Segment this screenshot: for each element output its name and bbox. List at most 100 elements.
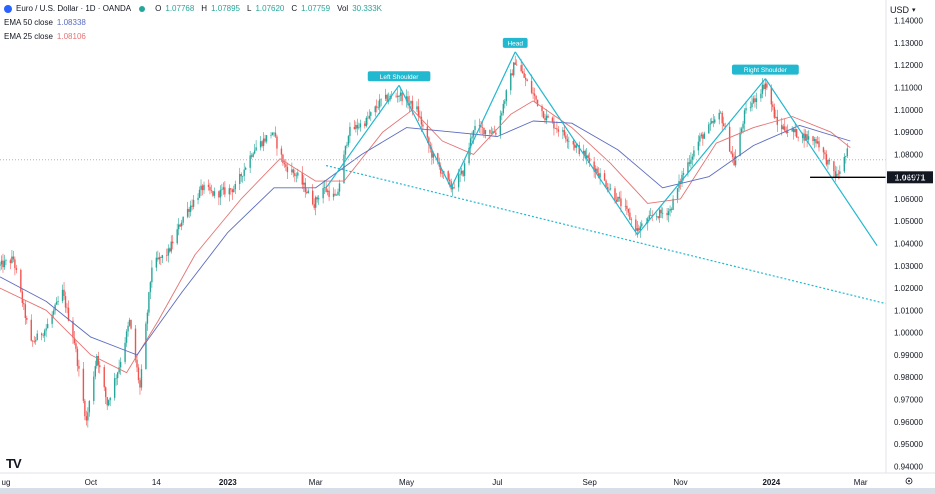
candle-body [221, 189, 223, 191]
ema25-line [0, 100, 851, 374]
candle-body [36, 333, 38, 341]
candle-body [280, 148, 283, 155]
candle-body [837, 173, 840, 175]
legend-symbol-row: Euro / U.S. Dollar · 1D · OANDA O 1.07768… [4, 2, 385, 16]
symbol-title[interactable]: Euro / U.S. Dollar · 1D · OANDA [16, 4, 132, 13]
candle-body [347, 135, 350, 145]
candle-body [399, 92, 402, 96]
y-tick-label: 0.96000 [894, 418, 923, 427]
candle-body [618, 196, 621, 199]
candle-body [816, 141, 819, 144]
candle-body [484, 130, 487, 135]
candle-body [836, 173, 838, 177]
currency-selector[interactable]: USD ▾ [886, 2, 930, 17]
candle-body [784, 126, 786, 131]
candle-body [380, 98, 382, 100]
candle-body [82, 368, 85, 401]
candle-body [728, 126, 731, 152]
candle-body [572, 140, 574, 145]
candle-body [14, 259, 16, 269]
candle-body [712, 121, 714, 123]
candle-body [270, 135, 272, 136]
legend-ema25-row[interactable]: EMA 25 close 1.08106 [4, 30, 385, 44]
candle-body [764, 83, 767, 90]
candle-body [42, 335, 44, 336]
candle-body [708, 124, 710, 134]
candle-body [61, 289, 64, 301]
candle-body [565, 135, 567, 140]
candle-body [609, 188, 612, 190]
candle-body [358, 127, 360, 129]
candle-body [103, 367, 105, 388]
ohlc-low-value: 1.07620 [255, 4, 285, 13]
candle-body [203, 184, 205, 191]
x-tick-label: 14 [152, 478, 161, 487]
legend-ema50-row[interactable]: EMA 50 close 1.08338 [4, 16, 385, 30]
y-tick-label: 1.06000 [894, 195, 923, 204]
y-tick-label: 1.09000 [894, 128, 923, 137]
candle-body [335, 195, 338, 196]
candle-body [88, 401, 91, 413]
candle-body [63, 289, 65, 297]
candle-body [440, 166, 442, 174]
candle-body [584, 150, 586, 158]
candle-body [457, 174, 460, 188]
candle-body [182, 216, 184, 223]
candle-body [846, 148, 848, 157]
candle-body [46, 323, 49, 329]
candle-body [180, 222, 183, 227]
candle-body [593, 161, 595, 172]
candle-body [332, 193, 335, 197]
ohlc-low-key: L [247, 4, 252, 13]
annotation-box [367, 71, 431, 82]
candle-body [772, 104, 774, 107]
candle-body [346, 144, 348, 146]
candle-body [255, 147, 257, 151]
pattern-layer: Left Shoulder Head Right Shoulder [325, 37, 887, 305]
candle-body [2, 260, 4, 268]
candle-body [51, 314, 53, 324]
candle-body [734, 155, 737, 166]
candle-body [781, 124, 783, 130]
pattern-line [450, 51, 516, 189]
pattern-line [764, 78, 878, 247]
candle-body [127, 325, 129, 332]
candle-body [155, 257, 158, 268]
neckline-dotted [325, 164, 887, 305]
candle-body [244, 167, 247, 170]
candle-body [670, 208, 673, 210]
candle-body [377, 107, 379, 109]
x-tick-label: Oct [85, 478, 98, 487]
candle-body [334, 193, 336, 196]
candle-body [450, 181, 452, 190]
candle-body [325, 187, 327, 192]
annotation-label: Right Shoulder [744, 67, 788, 74]
candle-body [761, 84, 764, 94]
candle-body [338, 183, 341, 192]
candle-body [721, 112, 723, 124]
candle-body [754, 98, 756, 103]
candle-body [109, 397, 111, 401]
candle-body [669, 208, 671, 212]
candle-body [200, 185, 202, 190]
y-tick-label: 1.03000 [894, 262, 923, 271]
candle-body [240, 174, 242, 177]
gear-ring [905, 477, 913, 485]
x-tick-label: ug [2, 478, 11, 487]
candle-body [615, 199, 618, 202]
candle-body [234, 184, 236, 190]
pattern-line [398, 85, 452, 189]
candle-body [262, 138, 265, 147]
candle-body [426, 126, 429, 138]
candle-body [282, 154, 284, 164]
candle-body [417, 106, 420, 117]
candle-body [606, 187, 609, 190]
candle-body [731, 153, 734, 158]
y-tick-label: 1.00000 [894, 329, 923, 338]
candle-body [113, 378, 116, 398]
candle-body [492, 131, 494, 134]
candle-body [724, 126, 726, 127]
y-tick-label: 1.02000 [894, 284, 923, 293]
